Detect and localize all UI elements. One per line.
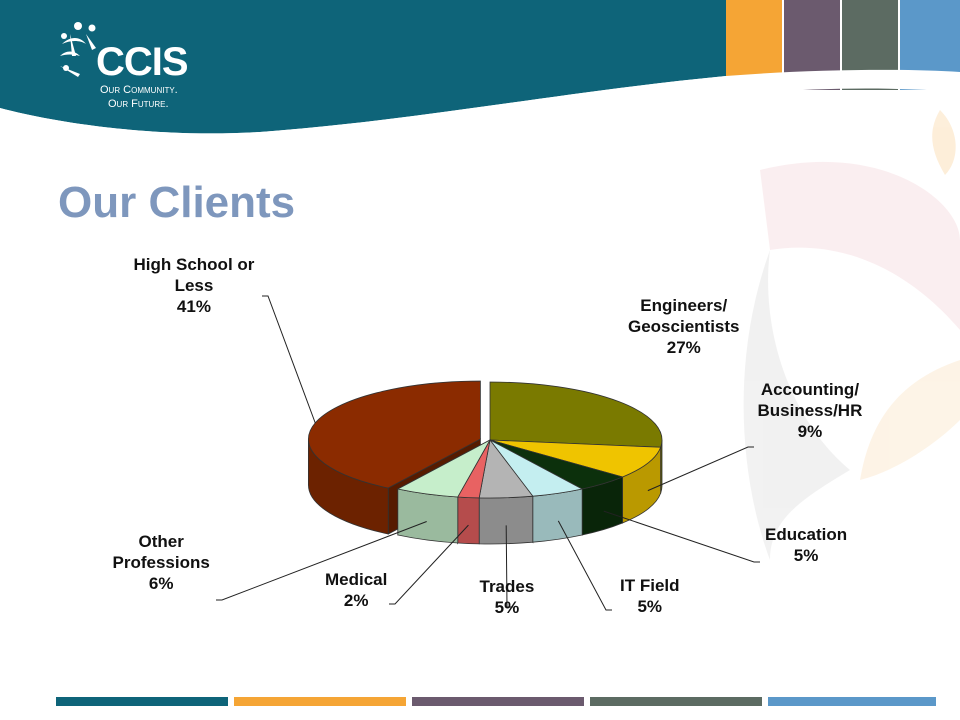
leader-line — [647, 446, 754, 492]
pie-slice-side — [532, 488, 583, 543]
pie-slice-other-professions — [396, 439, 492, 498]
logo-tagline-line1: Our Community. — [100, 84, 178, 96]
data-label-value: 2% — [343, 591, 369, 610]
logo-tagline-line2: Our Future. — [108, 98, 169, 110]
leader-line — [389, 524, 469, 605]
data-label-value: 5% — [793, 546, 819, 565]
pie-slice-high-school-or-less — [307, 380, 481, 489]
data-label-line: Other — [138, 531, 184, 551]
footer-bar-purple — [412, 697, 584, 706]
leader-line — [557, 520, 612, 611]
data-label: Other Professions 6% — [113, 531, 210, 594]
data-label-value: 5% — [637, 597, 663, 616]
footer-bar-orange — [234, 697, 406, 706]
data-label: High School or Less 41% — [134, 254, 255, 317]
pie-slice-side — [457, 496, 480, 545]
header-wave — [0, 69, 960, 147]
data-label-value: 41% — [176, 296, 211, 316]
data-label-line: Professions — [112, 552, 210, 572]
logo-name: CCIS — [96, 40, 189, 84]
data-label: IT Field 5% — [620, 575, 680, 617]
data-label: Engineers/Geoscientists 27% — [628, 295, 740, 358]
leader-line — [216, 521, 427, 601]
leader-line — [505, 525, 513, 608]
data-label-value: 9% — [797, 421, 823, 441]
leader-line — [262, 295, 316, 424]
data-label-value: 6% — [148, 573, 174, 593]
data-label-value: 5% — [494, 598, 520, 617]
data-label-line: Education — [765, 525, 848, 544]
footer-bar-teal — [56, 697, 228, 706]
decorative-swirl — [743, 110, 960, 560]
data-label: Medical 2% — [325, 569, 387, 611]
data-label-line: Less — [174, 275, 214, 295]
data-label: Trades 5% — [480, 576, 535, 618]
data-label: Education 5% — [765, 524, 847, 566]
slide-title: Our Clients — [58, 178, 296, 227]
data-label-line: High School or — [133, 254, 255, 274]
data-label-line: Engineers/ — [640, 295, 728, 315]
data-label-line: Accounting/ — [760, 379, 860, 399]
leader-line — [603, 510, 760, 563]
pie-slice-engineers-geoscientists — [489, 381, 663, 448]
data-label-line: Geoscientists — [628, 316, 740, 336]
data-label-line: IT Field — [620, 576, 680, 595]
data-label-line: Trades — [479, 577, 535, 596]
header-banner — [0, 0, 726, 134]
data-label-line: Medical — [325, 570, 388, 589]
footer-bar-gray — [590, 697, 762, 706]
footer-bar-blue — [768, 697, 936, 706]
logo-people-icon — [60, 22, 96, 77]
data-label-line: Business/HR — [757, 400, 863, 420]
pie-slice-accounting-business-hr — [489, 439, 662, 478]
data-label: Accounting/Business/HR 9% — [758, 379, 863, 442]
pie-slice-side — [397, 488, 459, 544]
data-label-value: 27% — [666, 337, 701, 357]
